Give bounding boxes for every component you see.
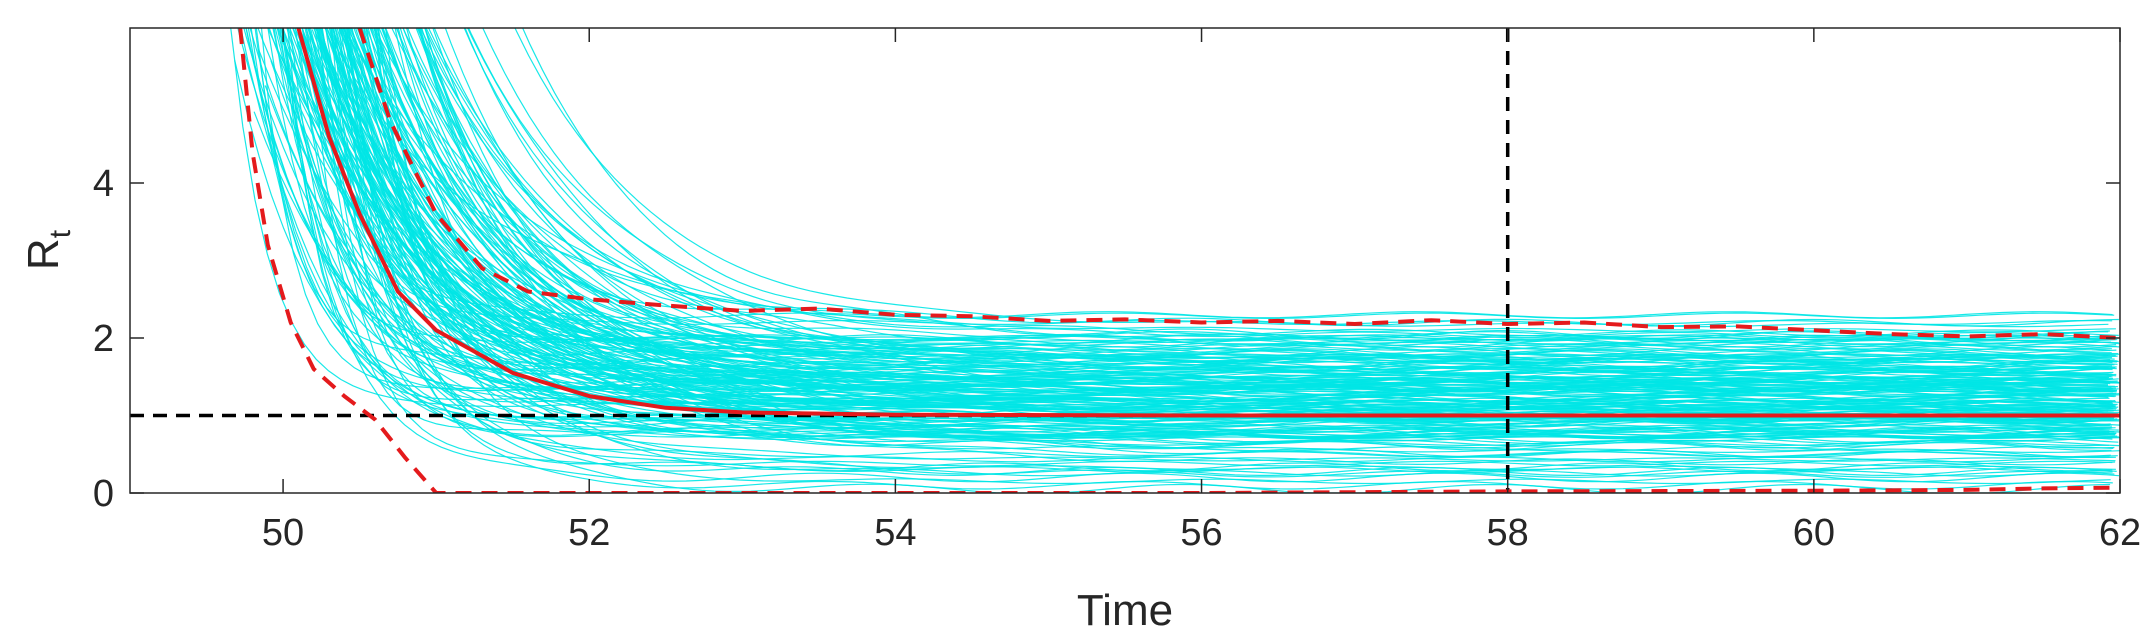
x-tick-label: 58 bbox=[1487, 512, 1529, 554]
ensemble-trajectory bbox=[358, 47, 2111, 477]
y-axis: 0 2 4 bbox=[93, 163, 2120, 515]
ensemble-trajectory bbox=[377, 28, 2120, 442]
ensemble-trajectory bbox=[378, 28, 2113, 372]
y-axis-title-main: R bbox=[19, 238, 68, 270]
y-tick-label: 4 bbox=[93, 163, 114, 205]
ensemble-trajectory bbox=[338, 28, 2110, 427]
ensemble-trajectory bbox=[351, 28, 2117, 379]
ensemble-trajectory bbox=[342, 28, 2117, 414]
ensemble-trajectory bbox=[374, 28, 2118, 360]
ensemble-trajectory bbox=[301, 28, 2118, 406]
x-tick-label: 52 bbox=[568, 512, 610, 554]
ensemble-trajectory bbox=[267, 28, 2109, 389]
ensemble-trajectory bbox=[257, 48, 2120, 421]
x-axis-title: Time bbox=[1077, 586, 1173, 635]
x-axis: 50 52 54 56 58 60 62 bbox=[262, 28, 2141, 554]
ensemble-trajectory bbox=[373, 28, 2116, 333]
ensemble-trajectory bbox=[463, 28, 2113, 371]
x-tick-label: 62 bbox=[2099, 512, 2141, 554]
ensemble-trajectory bbox=[257, 28, 2113, 432]
ensemble-trajectory bbox=[298, 28, 2119, 383]
ensemble-trajectory bbox=[286, 60, 2112, 428]
ensemble-trajectory bbox=[331, 28, 2115, 391]
plot-frame bbox=[129, 27, 2121, 494]
ensemble-trajectory bbox=[282, 28, 2120, 396]
series-line-median bbox=[296, 28, 2120, 418]
ensemble-trajectory bbox=[359, 28, 2116, 471]
ensemble-trajectory bbox=[309, 31, 2111, 426]
ensemble-trajectory bbox=[325, 28, 2119, 327]
y-tick-label: 0 bbox=[93, 473, 114, 515]
ensemble-trajectory bbox=[342, 28, 2119, 337]
ensemble-trajectory bbox=[329, 28, 2114, 423]
ensemble-trajectory bbox=[240, 28, 2110, 463]
ensemble-trajectory bbox=[272, 28, 2113, 473]
ensemble-trajectory bbox=[375, 28, 2111, 342]
ensemble-trajectory bbox=[276, 28, 2116, 438]
ensemble-trajectory bbox=[348, 111, 2113, 472]
ensemble-trajectory bbox=[342, 28, 2119, 445]
y-axis-title: Rt bbox=[19, 229, 77, 270]
x-tick-label: 60 bbox=[1793, 512, 1835, 554]
ensemble-trajectory bbox=[419, 28, 2118, 347]
y-axis-title-sub: t bbox=[44, 229, 77, 238]
ensemble-trajectory bbox=[370, 28, 2112, 423]
ensemble-trajectory bbox=[369, 28, 2120, 454]
ensemble-trajectory bbox=[318, 28, 2113, 467]
ensemble-trajectory bbox=[399, 28, 2117, 362]
ensemble-trajectory bbox=[250, 28, 2111, 397]
ensemble-trajectory bbox=[255, 28, 2115, 366]
ensemble-trajectory bbox=[396, 28, 2118, 420]
y-tick-label: 2 bbox=[93, 318, 114, 360]
ensemble-trajectory bbox=[308, 28, 2116, 408]
ensemble-trajectory bbox=[324, 28, 2119, 345]
ensemble-trajectory bbox=[419, 28, 2110, 339]
ensemble-trajectory bbox=[346, 28, 2113, 490]
x-tick-label: 50 bbox=[262, 512, 304, 554]
ensemble-trajectory bbox=[282, 28, 2111, 344]
series-line-upper-bound bbox=[357, 28, 2120, 340]
x-tick-label: 56 bbox=[1180, 512, 1222, 554]
summary-lines bbox=[238, 28, 2120, 493]
ensemble-trajectory bbox=[380, 28, 2109, 340]
ensemble-trajectory bbox=[289, 28, 2118, 438]
ensemble-trajectory bbox=[279, 28, 2120, 483]
series-line-lower-bound bbox=[238, 28, 2120, 493]
ensemble-trajectory bbox=[297, 28, 2115, 320]
ensemble-trajectory bbox=[308, 63, 2110, 447]
x-tick-label: 54 bbox=[874, 512, 916, 554]
ensemble-trajectory bbox=[332, 28, 2110, 370]
ensemble-lines bbox=[230, 28, 2120, 493]
